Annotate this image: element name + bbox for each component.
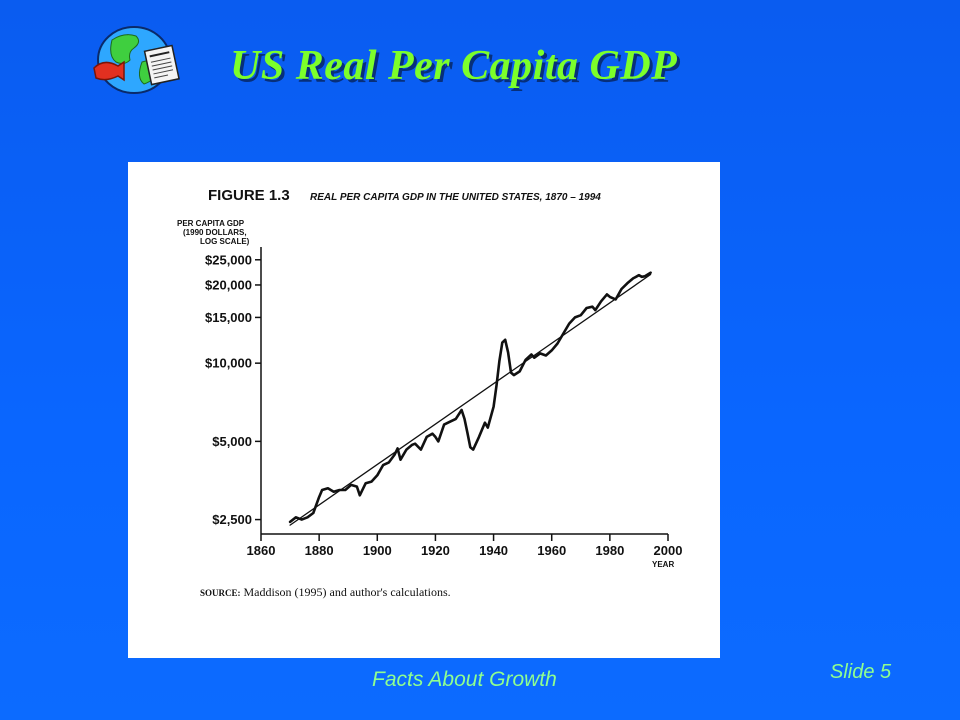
x-tick-label: 2000 xyxy=(654,543,683,558)
x-tick-label: 1920 xyxy=(421,543,450,558)
y-tick-label: $2,500 xyxy=(212,512,252,527)
x-tick-label: 1960 xyxy=(537,543,566,558)
gdp-series-line xyxy=(288,271,652,524)
slide-footer: Facts About Growth xyxy=(372,668,557,691)
figure-label: FIGURE 1.3 xyxy=(208,187,290,204)
figure-source: SOURCE: Maddison (1995) and author's cal… xyxy=(200,585,451,599)
y-tick-label: $5,000 xyxy=(212,434,252,449)
figure-heading: REAL PER CAPITA GDP IN THE UNITED STATES… xyxy=(310,192,601,203)
source-text: Maddison (1995) and author's calculation… xyxy=(241,585,451,599)
source-prefix: SOURCE: xyxy=(200,588,241,598)
y-tick-label: $20,000 xyxy=(205,277,252,292)
chart: FIGURE 1.3 REAL PER CAPITA GDP IN THE UN… xyxy=(177,187,682,599)
y-axis-label-line-3: LOG SCALE) xyxy=(200,237,250,246)
y-tick-label: $15,000 xyxy=(205,310,252,325)
x-tick-label: 1900 xyxy=(363,543,392,558)
y-tick-label: $10,000 xyxy=(205,356,252,371)
y-tick-label: $25,000 xyxy=(205,252,252,267)
chart-axes: 1860 1880 1900 1920 1940 1960 1980 2000 $2,500 $5… xyxy=(205,247,682,558)
x-tick-label: 1940 xyxy=(479,543,508,558)
trend-line xyxy=(289,273,652,526)
chart-marks xyxy=(288,271,652,526)
globe-newspaper-icon xyxy=(84,22,184,98)
x-tick-label: 1860 xyxy=(247,543,276,558)
figure-card: FIGURE 1.3 REAL PER CAPITA GDP IN THE UN… xyxy=(128,162,720,658)
x-tick-label: 1880 xyxy=(305,543,334,558)
slide-number: Slide 5 xyxy=(830,661,892,683)
x-axis-label: YEAR xyxy=(652,560,674,569)
y-axis-label-line-2: (1990 DOLLARS, xyxy=(183,228,247,237)
y-axis-label-line-1: PER CAPITA GDP xyxy=(177,219,245,228)
slide-title: US Real Per Capita GDP xyxy=(230,43,678,89)
x-tick-label: 1980 xyxy=(595,543,624,558)
